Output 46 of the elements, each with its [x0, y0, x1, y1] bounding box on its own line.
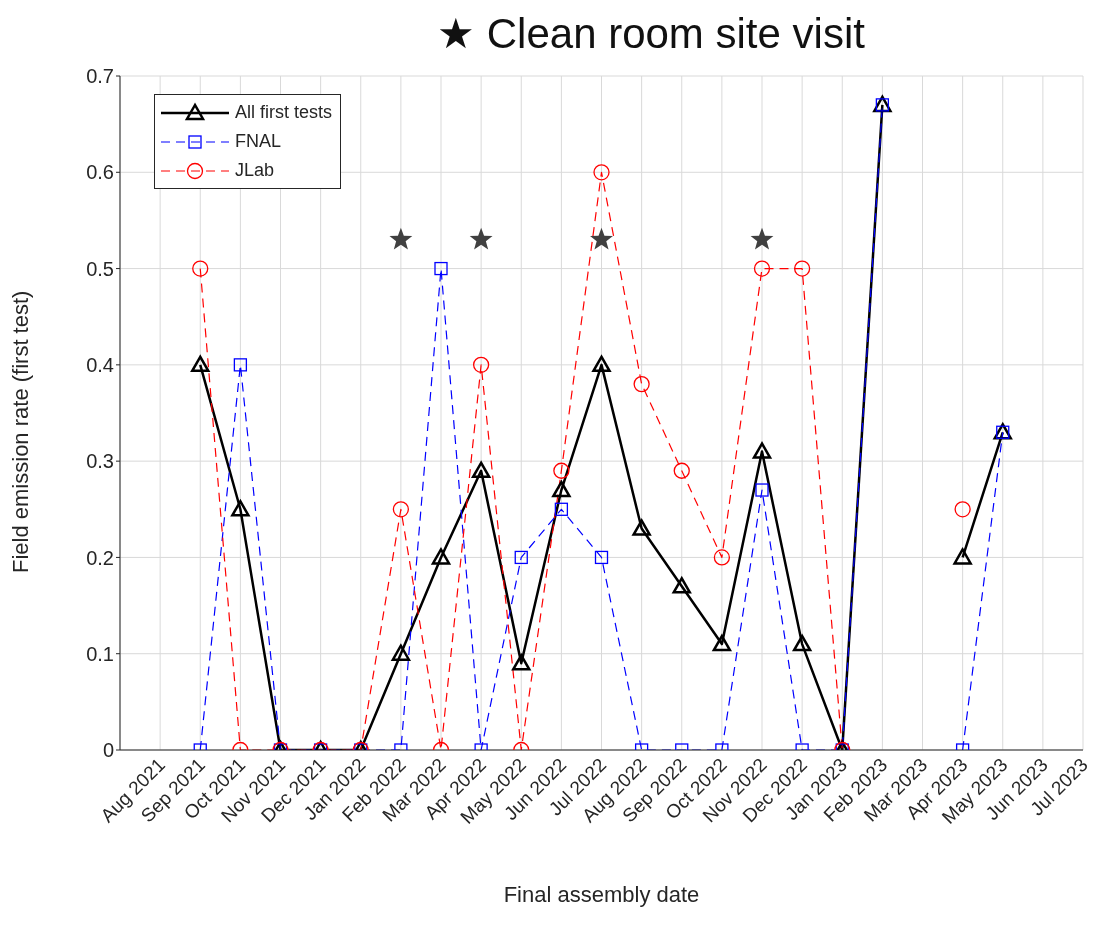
legend-label: All first tests [235, 102, 333, 123]
point [554, 502, 569, 516]
point [672, 577, 691, 594]
point [750, 227, 774, 250]
point [553, 462, 570, 479]
point [512, 654, 531, 671]
point [434, 261, 448, 276]
point [391, 644, 411, 661]
chart-title: ★ Clean room site visit [436, 9, 866, 59]
y-tick-label: 0 [102, 739, 114, 762]
point [431, 548, 451, 565]
point [953, 548, 972, 565]
point [592, 355, 611, 373]
point [389, 227, 413, 250]
point [673, 462, 690, 479]
x-axis-title: Final assembly date [503, 882, 700, 907]
point [192, 260, 209, 277]
point [633, 375, 650, 393]
point [712, 634, 732, 652]
legend-label: JLab [235, 160, 275, 181]
y-axis-title: Field emission rate (first test) [7, 290, 33, 573]
point [793, 260, 811, 277]
point [590, 227, 613, 250]
point [954, 501, 971, 518]
point [472, 356, 490, 374]
point [792, 634, 812, 652]
point [755, 483, 769, 497]
point [191, 355, 210, 373]
y-tick-label: 0.5 [86, 257, 114, 280]
point [552, 480, 571, 498]
point [471, 461, 491, 479]
y-tick-label: 0.7 [86, 65, 114, 88]
point [593, 164, 610, 181]
y-tick-label: 0.4 [86, 353, 114, 376]
point [632, 519, 651, 536]
point [233, 358, 248, 372]
point [752, 442, 772, 459]
legend-label: FNAL [235, 131, 282, 152]
point [392, 501, 410, 518]
y-tick-label: 0.3 [86, 450, 114, 473]
point [469, 227, 493, 250]
point [753, 260, 771, 277]
y-tick-label: 0.2 [86, 546, 114, 569]
y-tick-label: 0.6 [86, 161, 114, 184]
point [231, 500, 250, 517]
y-tick-label: 0.1 [86, 642, 114, 665]
